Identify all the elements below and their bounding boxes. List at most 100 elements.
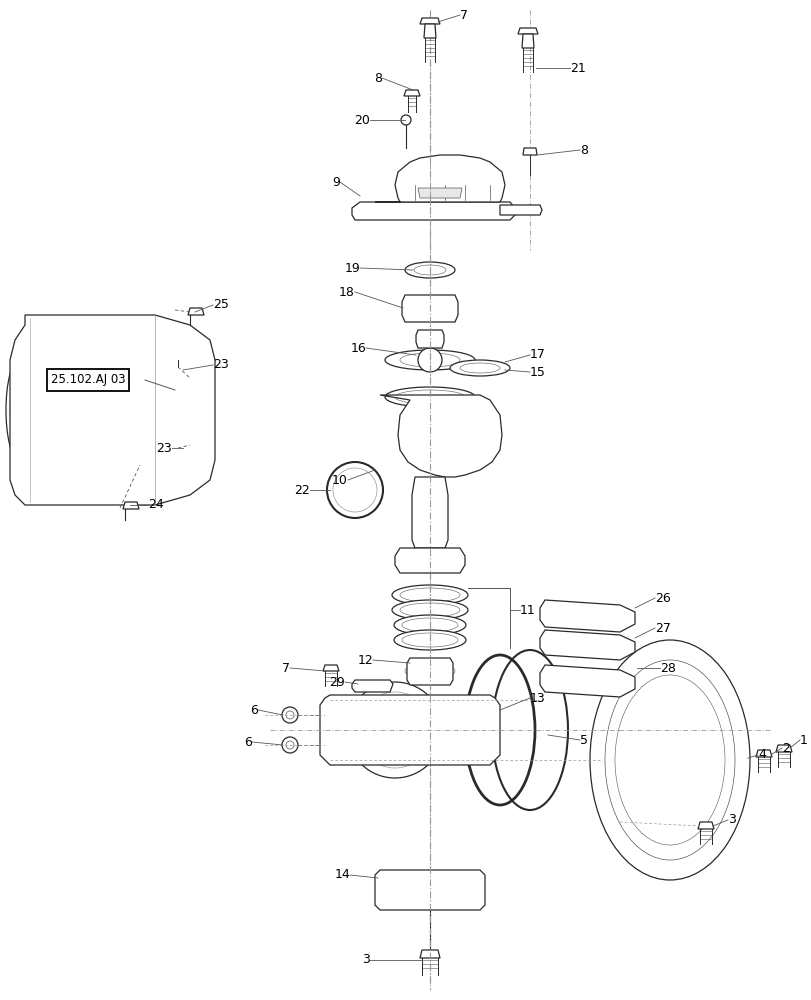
Ellipse shape — [401, 633, 457, 647]
Polygon shape — [423, 24, 436, 38]
Text: 25.102.AJ 03: 25.102.AJ 03 — [50, 373, 125, 386]
Circle shape — [419, 661, 440, 681]
Ellipse shape — [10, 374, 26, 446]
Text: 26: 26 — [654, 591, 670, 604]
Ellipse shape — [460, 363, 500, 373]
Circle shape — [376, 712, 413, 748]
Polygon shape — [375, 870, 484, 910]
Ellipse shape — [394, 390, 465, 404]
Polygon shape — [320, 695, 500, 765]
Ellipse shape — [414, 265, 445, 275]
Ellipse shape — [590, 640, 749, 880]
Text: 21: 21 — [569, 62, 585, 75]
Circle shape — [384, 873, 392, 881]
Polygon shape — [415, 330, 444, 348]
Ellipse shape — [400, 353, 460, 367]
Circle shape — [173, 367, 182, 377]
Circle shape — [552, 609, 566, 623]
Polygon shape — [401, 295, 457, 322]
Ellipse shape — [400, 588, 460, 602]
Ellipse shape — [401, 872, 457, 908]
Polygon shape — [323, 665, 338, 671]
Ellipse shape — [604, 660, 734, 860]
Text: 1: 1 — [799, 733, 807, 746]
Text: 5: 5 — [579, 733, 587, 746]
Circle shape — [120, 390, 160, 430]
Circle shape — [552, 674, 566, 688]
Polygon shape — [775, 745, 791, 752]
Circle shape — [607, 674, 621, 688]
Polygon shape — [380, 395, 501, 477]
Polygon shape — [188, 308, 204, 315]
Ellipse shape — [400, 603, 460, 617]
Circle shape — [467, 899, 475, 907]
Text: 22: 22 — [294, 484, 310, 496]
Circle shape — [624, 715, 714, 805]
Polygon shape — [394, 548, 465, 573]
Text: 3: 3 — [362, 953, 370, 966]
Ellipse shape — [449, 360, 509, 376]
Text: 13: 13 — [530, 692, 545, 704]
Circle shape — [467, 873, 475, 881]
Circle shape — [173, 443, 182, 453]
Text: 9: 9 — [332, 176, 340, 189]
Circle shape — [174, 389, 185, 399]
Text: 10: 10 — [332, 474, 348, 487]
Circle shape — [360, 743, 370, 753]
Polygon shape — [521, 34, 534, 48]
Text: 29: 29 — [328, 676, 345, 688]
Ellipse shape — [384, 387, 474, 407]
Ellipse shape — [405, 262, 454, 278]
Text: 8: 8 — [374, 72, 381, 85]
Text: 17: 17 — [530, 349, 545, 361]
Circle shape — [88, 358, 191, 462]
Polygon shape — [522, 148, 536, 155]
Text: 14: 14 — [334, 868, 350, 882]
Circle shape — [281, 707, 298, 723]
Circle shape — [607, 638, 621, 652]
Circle shape — [100, 370, 180, 450]
Circle shape — [384, 899, 392, 907]
Text: 7: 7 — [460, 9, 467, 22]
Circle shape — [418, 348, 441, 372]
Text: 16: 16 — [350, 342, 366, 355]
Polygon shape — [500, 205, 541, 215]
Text: 11: 11 — [519, 603, 535, 616]
Text: 25: 25 — [212, 298, 229, 312]
Polygon shape — [418, 188, 461, 198]
Circle shape — [285, 741, 294, 749]
Text: 15: 15 — [530, 365, 545, 378]
Circle shape — [380, 208, 389, 218]
Circle shape — [552, 638, 566, 652]
Polygon shape — [419, 950, 440, 958]
Circle shape — [95, 421, 105, 431]
Text: 19: 19 — [344, 261, 359, 274]
Polygon shape — [375, 155, 504, 202]
Circle shape — [639, 730, 699, 790]
Text: 12: 12 — [357, 654, 372, 666]
Text: 6: 6 — [250, 704, 258, 716]
Circle shape — [436, 172, 453, 188]
Ellipse shape — [401, 618, 457, 632]
Text: 23: 23 — [212, 359, 229, 371]
Polygon shape — [539, 630, 634, 660]
Circle shape — [357, 692, 432, 768]
Text: 6: 6 — [244, 735, 251, 748]
Polygon shape — [419, 18, 440, 24]
Ellipse shape — [405, 663, 454, 679]
Text: 3: 3 — [727, 813, 735, 826]
Ellipse shape — [393, 630, 466, 650]
Text: 23: 23 — [156, 442, 172, 454]
Polygon shape — [755, 750, 771, 757]
Ellipse shape — [6, 362, 30, 458]
Ellipse shape — [392, 585, 467, 605]
Circle shape — [495, 208, 504, 218]
Polygon shape — [539, 600, 634, 632]
Circle shape — [95, 389, 105, 399]
Ellipse shape — [614, 675, 724, 845]
Circle shape — [419, 743, 429, 753]
Polygon shape — [404, 90, 419, 96]
Text: 27: 27 — [654, 621, 670, 634]
Polygon shape — [10, 315, 215, 505]
Text: 20: 20 — [354, 114, 370, 127]
